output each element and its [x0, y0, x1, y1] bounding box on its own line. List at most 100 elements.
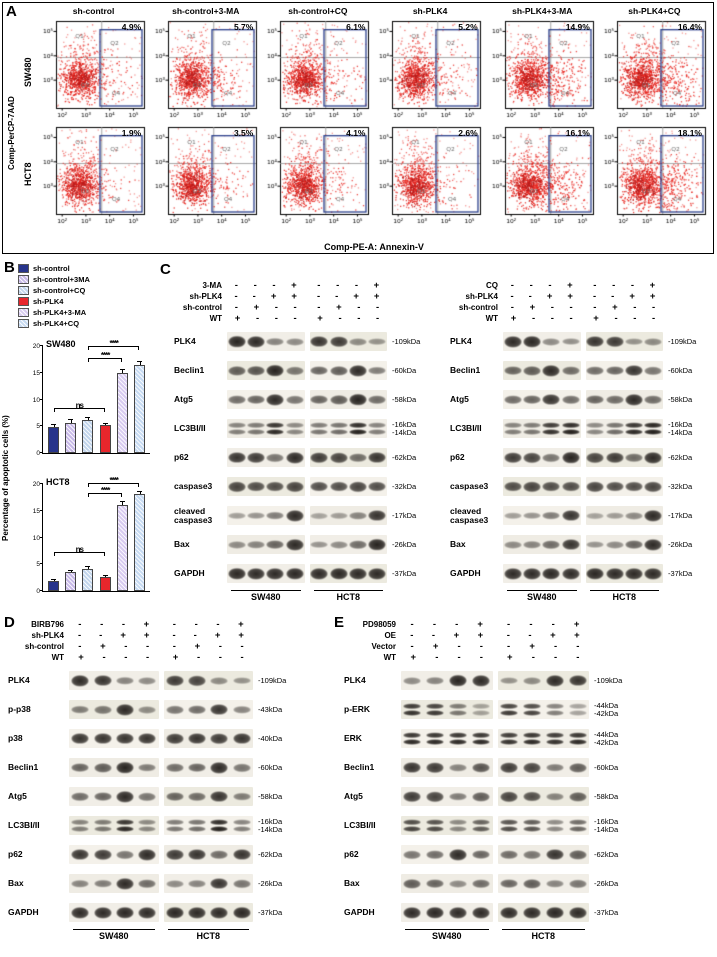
protein-band [586, 336, 604, 347]
protein-band [247, 540, 265, 549]
protein-band [569, 826, 587, 832]
gel-strip [309, 419, 387, 438]
legend-swatch [18, 297, 29, 306]
kda-label: -16kDa -14kDa [668, 419, 693, 437]
protein-band [426, 710, 444, 716]
plus-minus-mark: - [252, 291, 256, 302]
apoptosis-percentage: 1.9% [121, 127, 142, 138]
protein-band [504, 429, 522, 435]
protein-band [368, 538, 386, 551]
protein-band [188, 675, 206, 686]
plus-minus-mark: + [172, 652, 179, 663]
flow-scatter-canvas [39, 18, 148, 121]
protein-band [403, 826, 421, 832]
y-tick-label: 15 [32, 507, 40, 515]
protein-band [368, 395, 386, 404]
gel-strip [401, 816, 493, 835]
treatment-marks: - - + + [164, 631, 254, 641]
plus-minus-mark: - [479, 641, 483, 652]
plus-minus-mark: - [240, 641, 244, 652]
plus-minus-mark: - [357, 313, 361, 324]
plus-minus-mark: - [506, 630, 510, 641]
protein-band [472, 879, 490, 888]
protein-band [625, 540, 643, 549]
protein-band [586, 429, 604, 435]
plus-minus-mark: - [576, 641, 580, 652]
blot-rows: PLK4 -109kDa p-ERK -44kDa -42kDa ERK -44kDa -42… [344, 666, 644, 927]
y-tick-label: 20 [32, 481, 40, 488]
protein-label: GAPDH [344, 907, 375, 917]
protein-band [266, 337, 284, 346]
plus-minus-mark: + [477, 630, 484, 641]
protein-band [188, 705, 206, 714]
blot-row: Bax -26kDa [450, 530, 714, 559]
error-bar [139, 491, 141, 495]
protein-band [426, 850, 444, 859]
plus-minus-mark: - [196, 652, 201, 663]
protein-band [247, 335, 265, 348]
legend-item: sh-PLK4+3-MA [18, 307, 90, 318]
protein-band [449, 739, 467, 745]
plus-minus-mark: - [255, 313, 260, 324]
treatment-header: BIRB796- - - + - - - + sh-PLK4- - + + - - + + sh-control… [8, 619, 306, 663]
gel-strip [401, 845, 493, 864]
treatment-marks: + - - - [503, 314, 581, 324]
protein-label: GAPDH [8, 907, 39, 917]
protein-band [449, 792, 467, 801]
protein-band [523, 791, 541, 802]
protein-band [310, 423, 328, 428]
cell-line-footer: SW480 HCT8 [344, 929, 644, 945]
plus-minus-mark: - [145, 652, 150, 663]
blot-row: Atg5 -58kDa [174, 385, 438, 414]
flow-scatter-plot: 14.9% [487, 18, 597, 121]
panel-a-letter: A [6, 3, 17, 20]
panel-e-blot-block: PD98059- - - + - - - + OE - - + + - - + + Vector - + - - - + - - W… [344, 619, 644, 945]
protein-band [166, 820, 184, 825]
protein-band [644, 509, 662, 522]
plus-minus-mark: - [611, 291, 615, 302]
plus-minus-mark: - [317, 280, 321, 291]
treatment-header: PD98059- - - + - - - + OE - - + + - - + + Vector - + - - - + - - W… [344, 619, 644, 663]
protein-band [210, 878, 228, 889]
protein-band [625, 423, 643, 428]
protein-band [546, 906, 564, 919]
gel-strip [69, 729, 159, 748]
bar [99, 425, 111, 453]
error-bar-cap [68, 419, 74, 421]
protein-band [188, 792, 206, 801]
plus-minus-mark: - [78, 630, 82, 641]
protein-label: cleaved caspase3 [174, 505, 213, 525]
bar [99, 577, 111, 591]
gel-strip [163, 903, 253, 922]
protein-band [286, 509, 304, 522]
plus-minus-mark: - [100, 619, 104, 630]
significance-label: **** [100, 485, 111, 495]
plus-minus-mark: - [612, 280, 616, 291]
protein-band [504, 423, 522, 428]
y-tick [40, 509, 43, 511]
protein-band [403, 906, 421, 919]
plus-minus-mark: + [567, 280, 573, 291]
protein-band [569, 733, 587, 738]
gel-strip [497, 700, 589, 719]
protein-band [546, 849, 564, 860]
blot-row: p62 -62kDa [8, 840, 306, 869]
treatment-row: WT + - - - + - - - [344, 652, 644, 663]
protein-label: p62 [344, 849, 359, 859]
blot-row: Beclin1 -60kDa [450, 356, 714, 385]
protein-band [247, 567, 265, 580]
bar-plot-area: HCT8 0 5 10 15 20 ns **** **** [33, 476, 150, 595]
bar [48, 426, 59, 453]
protein-band [586, 481, 604, 492]
protein-band [472, 791, 490, 802]
plus-minus-mark: + [529, 302, 536, 313]
plus-minus-mark: - [651, 313, 656, 324]
protein-band [138, 676, 156, 685]
plus-minus-mark: + [649, 280, 656, 291]
treatment-row: WT + - - - + - - - [8, 652, 306, 663]
gel-strip [163, 758, 253, 777]
protein-band [625, 365, 643, 376]
protein-band [247, 512, 265, 519]
plus-minus-mark: - [455, 619, 459, 630]
plus-minus-mark: + [629, 291, 635, 302]
